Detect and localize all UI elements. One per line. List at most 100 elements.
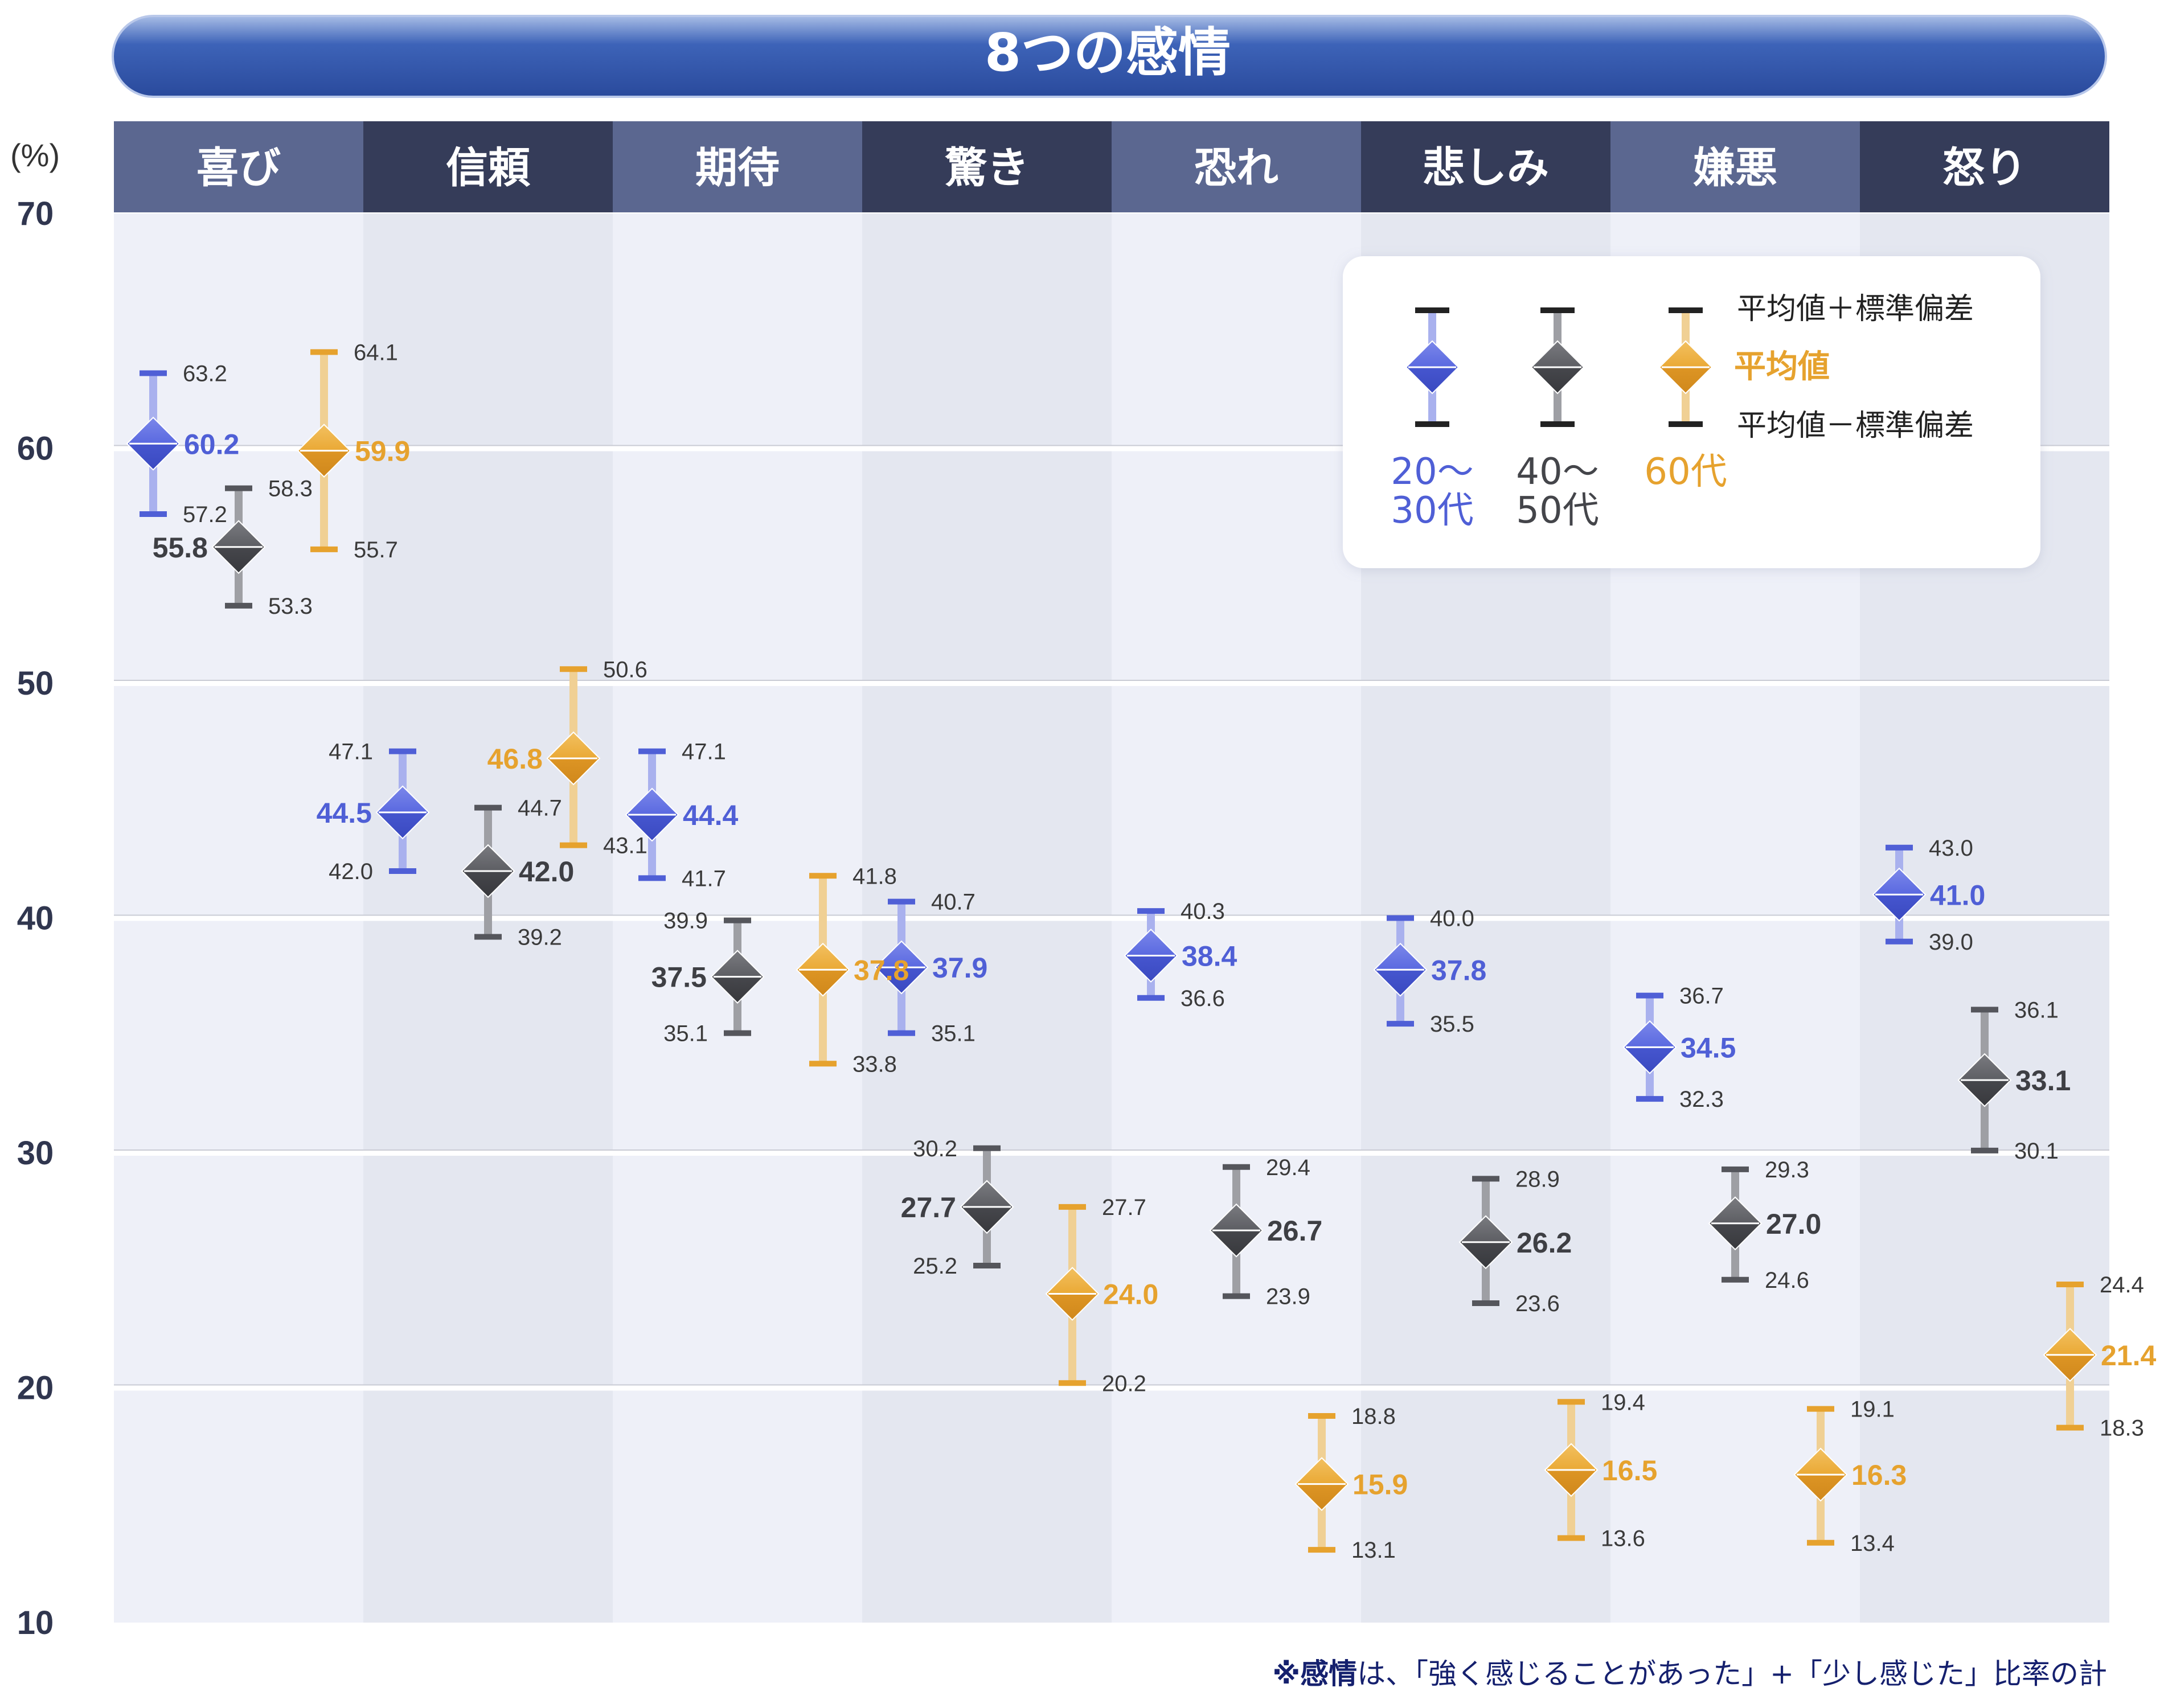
lower-value-label: 41.7 xyxy=(682,866,726,891)
category-label: 喜び xyxy=(196,143,281,192)
category-header xyxy=(363,121,613,212)
mean-value-label: 26.7 xyxy=(1267,1215,1322,1247)
lower-value-label: 36.6 xyxy=(1181,986,1225,1011)
legend-lower-label: 平均値－標準偏差 xyxy=(1737,409,1974,443)
upper-value-label: 47.1 xyxy=(682,740,726,765)
lower-value-label: 55.7 xyxy=(354,537,398,563)
upper-value-label: 19.1 xyxy=(1850,1397,1895,1422)
mean-value-label: 16.5 xyxy=(1602,1455,1657,1487)
chart-title: 8つの感情 xyxy=(985,22,1231,83)
category-label: 怒り xyxy=(1942,143,2027,192)
lower-value-label: 13.1 xyxy=(1351,1538,1396,1563)
error-bar-point: 29.4 23.9 26.7 xyxy=(1209,1155,1322,1309)
y-tick-label: 20 xyxy=(17,1370,54,1407)
category-label: 恐れ xyxy=(1194,143,1278,192)
mean-value-label: 34.5 xyxy=(1681,1032,1736,1064)
category-header xyxy=(862,121,1112,212)
upper-value-label: 41.8 xyxy=(853,864,897,889)
mean-value-label: 37.5 xyxy=(651,962,707,993)
upper-value-label: 47.1 xyxy=(329,740,373,765)
mean-value-label: 26.2 xyxy=(1517,1227,1572,1259)
y-tick-label: 70 xyxy=(17,195,54,232)
mean-value-label: 27.7 xyxy=(901,1192,956,1223)
error-bar-point: 43.0 39.0 41.0 xyxy=(1872,836,1985,955)
lower-value-label: 35.1 xyxy=(931,1021,976,1046)
error-bar-point: 28.9 23.6 26.2 xyxy=(1458,1167,1572,1316)
mean-value-label: 46.8 xyxy=(487,743,543,775)
category-label: 驚き xyxy=(945,143,1029,192)
legend-series-2-line1: 40〜 xyxy=(1516,451,1599,493)
y-tick-label: 30 xyxy=(17,1135,54,1172)
y-tick-label: 40 xyxy=(17,900,54,937)
y-tick-label: 10 xyxy=(17,1604,54,1641)
upper-value-label: 29.4 xyxy=(1266,1155,1310,1180)
mean-value-label: 60.2 xyxy=(184,428,239,460)
lower-value-label: 57.2 xyxy=(183,502,227,527)
legend-upper-label: 平均値＋標準偏差 xyxy=(1737,292,1974,326)
legend-mean-label: 平均値 xyxy=(1734,348,1830,385)
error-bar-point: 36.1 30.1 33.1 xyxy=(1957,997,2071,1164)
category-label: 期待 xyxy=(695,143,780,192)
mean-value-label: 16.3 xyxy=(1851,1459,1907,1491)
upper-value-label: 63.2 xyxy=(183,362,227,387)
upper-value-label: 36.1 xyxy=(2014,997,2059,1023)
upper-value-label: 18.8 xyxy=(1351,1404,1396,1429)
y-unit-label: (%) xyxy=(10,137,60,173)
lower-value-label: 23.9 xyxy=(1266,1284,1310,1309)
lower-value-label: 43.1 xyxy=(603,834,647,859)
lower-value-label: 20.2 xyxy=(1102,1371,1146,1396)
mean-value-label: 37.8 xyxy=(1431,954,1486,986)
mean-value-label: 59.9 xyxy=(355,436,410,467)
lower-value-label: 13.6 xyxy=(1601,1526,1645,1551)
error-bar-point: 64.1 55.7 59.9 xyxy=(297,340,410,563)
error-bar-point: 39.9 35.1 37.5 xyxy=(651,909,765,1046)
error-bar-point: 41.8 33.8 37.8 xyxy=(796,864,909,1077)
mean-value-label: 33.1 xyxy=(2015,1065,2071,1097)
category-header xyxy=(1112,121,1361,212)
footnote-text: は、「強く感じることがあった」+「少し感じた」比率の計 xyxy=(1357,1657,2107,1690)
upper-value-label: 24.4 xyxy=(2100,1272,2144,1298)
error-bar-point: 24.4 18.3 21.4 xyxy=(2043,1272,2157,1441)
upper-value-label: 36.7 xyxy=(1679,984,1724,1009)
footnote: ※感情は、「強く感じることがあった」+「少し感じた」比率の計 xyxy=(1272,1651,2107,1692)
lower-value-label: 24.6 xyxy=(1765,1268,1809,1293)
title-bar xyxy=(112,15,2107,98)
legend-symbol xyxy=(1658,307,1713,427)
upper-value-label: 58.3 xyxy=(268,477,313,502)
mean-value-label: 27.0 xyxy=(1766,1208,1821,1240)
legend-series-3-label: 60代 xyxy=(1644,451,1727,493)
mean-value-label: 44.4 xyxy=(683,799,739,831)
upper-value-label: 40.7 xyxy=(931,890,976,915)
mean-value-label: 37.8 xyxy=(854,954,909,986)
lower-value-label: 42.0 xyxy=(329,859,373,884)
mean-value-label: 41.0 xyxy=(1930,879,1985,911)
upper-value-label: 27.7 xyxy=(1102,1195,1146,1220)
lower-value-label: 13.4 xyxy=(1850,1531,1895,1556)
lower-value-label: 18.3 xyxy=(2100,1416,2144,1441)
mean-value-label: 21.4 xyxy=(2101,1340,2157,1372)
legend-box xyxy=(1343,256,2040,568)
error-bar-point: 19.4 13.6 16.5 xyxy=(1544,1390,1657,1551)
upper-value-label: 39.9 xyxy=(663,909,708,934)
legend-series-1-line1: 20〜 xyxy=(1391,451,1473,493)
legend-symbol xyxy=(1530,307,1585,427)
upper-value-label: 43.0 xyxy=(1929,836,1973,861)
lower-value-label: 32.3 xyxy=(1679,1087,1724,1112)
error-bar-point: 18.8 13.1 15.9 xyxy=(1294,1404,1408,1563)
upper-value-label: 44.7 xyxy=(518,796,562,821)
legend: 平均値＋標準偏差 平均値 平均値－標準偏差 20〜 30代 40〜 50代 60… xyxy=(1343,256,2040,568)
lower-value-label: 53.3 xyxy=(268,594,313,619)
legend-series-2-line2: 50代 xyxy=(1516,490,1599,532)
legend-series-1-line2: 30代 xyxy=(1391,490,1473,532)
upper-value-label: 28.9 xyxy=(1515,1167,1560,1192)
error-bar-point: 63.2 57.2 60.2 xyxy=(126,362,239,527)
y-tick-label: 60 xyxy=(17,430,54,467)
footnote-bold: ※感情 xyxy=(1272,1657,1358,1690)
lower-value-label: 39.2 xyxy=(518,925,562,950)
category-label: 悲しみ xyxy=(1423,143,1549,192)
mean-value-label: 44.5 xyxy=(317,797,372,829)
category-header xyxy=(114,121,363,212)
error-bar-point: 40.3 36.6 38.4 xyxy=(1124,899,1237,1011)
mean-value-label: 15.9 xyxy=(1352,1469,1408,1501)
